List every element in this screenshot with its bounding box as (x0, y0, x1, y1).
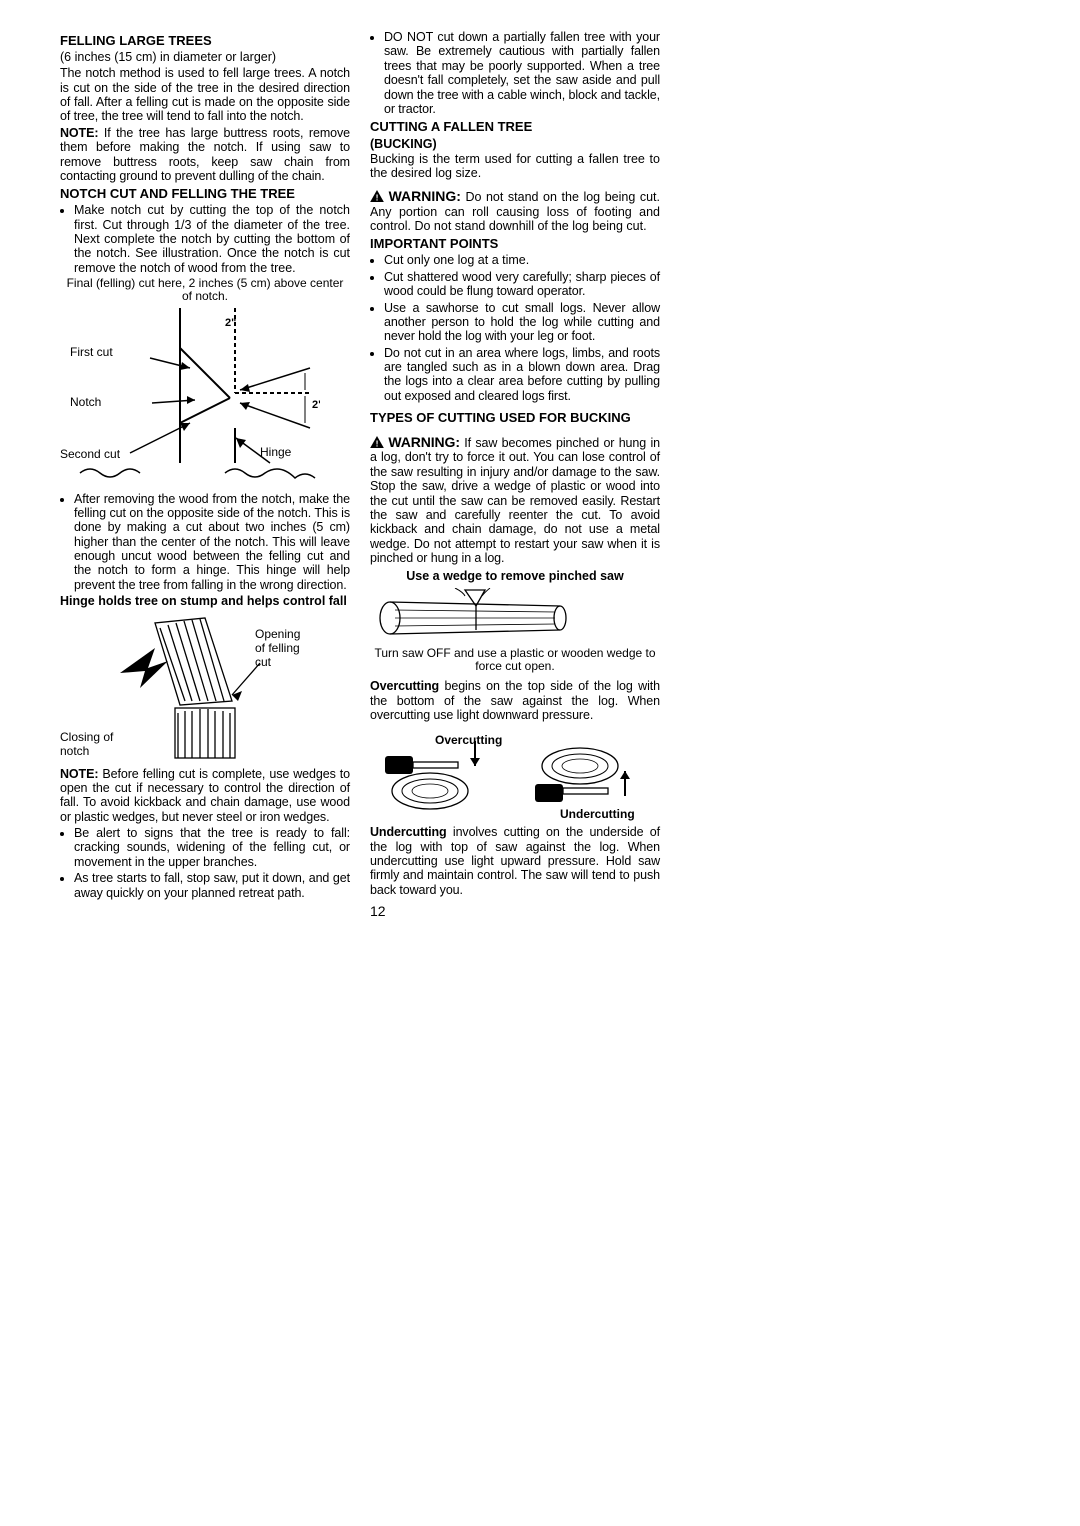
heading-types: TYPES OF CUTTING USED FOR BUCKING (370, 411, 660, 426)
warning-icon: ! (370, 436, 384, 448)
pt4: Do not cut in an area where logs, limbs,… (384, 346, 660, 404)
note-buttress: NOTE: If the tree has large buttress roo… (60, 126, 350, 184)
figure-hinge-diagram: Opening of felling cut Closing of notch (60, 613, 350, 763)
fig3-caption: Turn saw OFF and use a plastic or wooden… (370, 647, 660, 673)
note-wedge: NOTE: Before felling cut is complete, us… (60, 767, 350, 825)
heading-notch: NOTCH CUT AND FELLING THE TREE (60, 187, 350, 202)
svg-text:notch: notch (60, 744, 89, 758)
fig1-caption: Final (felling) cut here, 2 inches (5 cm… (60, 277, 350, 303)
undercutting-p: Undercutting involves cutting on the und… (370, 825, 660, 897)
note-body: If the tree has large buttress roots, re… (60, 126, 350, 183)
note2-body: Before felling cut is complete, use wedg… (60, 767, 350, 824)
fall-list: Be alert to signs that the tree is ready… (60, 826, 350, 900)
svg-text:Closing of: Closing of (60, 730, 114, 744)
svg-text:cut: cut (255, 655, 272, 669)
svg-text:of felling: of felling (255, 641, 300, 655)
heading-points: IMPORTANT POINTS (370, 237, 660, 252)
two-column-layout: FELLING LARGE TREES (6 inches (15 cm) in… (60, 30, 660, 919)
figure-over-under: Overcutting Undercutting (370, 726, 660, 821)
prev-li: DO NOT cut down a partially fallen tree … (384, 30, 660, 116)
felling-body: The notch method is used to fell large t… (60, 66, 350, 124)
fig1-hinge: Hinge (260, 445, 292, 459)
svg-text:Undercutting: Undercutting (560, 807, 635, 821)
page-number: 12 (370, 903, 660, 919)
heading-felling: FELLING LARGE TREES (60, 34, 350, 49)
points-list: Cut only one log at a time. Cut shattere… (370, 253, 660, 403)
left-column: FELLING LARGE TREES (6 inches (15 cm) in… (60, 30, 350, 919)
figure-wedge (370, 588, 660, 643)
heading-bucking-sub: (BUCKING) (370, 137, 660, 151)
over-lead: Overcutting (370, 679, 439, 693)
note-lead: NOTE: (60, 126, 98, 140)
pt2: Cut shattered wood very carefully; sharp… (384, 270, 660, 299)
heading-bucking: CUTTING A FALLEN TREE (370, 120, 660, 135)
warn2-body: If saw becomes pinched or hung in a log,… (370, 436, 660, 565)
svg-text:!: ! (376, 438, 379, 448)
fig3-title: Use a wedge to remove pinched saw (370, 569, 660, 583)
fig1-second: Second cut (60, 447, 121, 461)
under-lead: Undercutting (370, 825, 447, 839)
fig1-2b: 2" (312, 399, 320, 411)
svg-text:Overcutting: Overcutting (435, 733, 502, 747)
warning-2: ! WARNING: If saw becomes pinched or hun… (370, 434, 660, 565)
notch-li1: Make notch cut by cutting the top of the… (74, 203, 350, 275)
pt1: Cut only one log at a time. (384, 253, 660, 267)
warning-icon: ! (370, 190, 384, 202)
page: FELLING LARGE TREES (6 inches (15 cm) in… (0, 0, 1080, 1526)
fig1-notch: Notch (70, 395, 101, 409)
fig1-first: First cut (70, 345, 113, 359)
overcutting-p: Overcutting begins on the top side of th… (370, 679, 660, 722)
warning-1: ! WARNING: Do not stand on the log being… (370, 188, 660, 233)
fall-li2: As tree starts to fall, stop saw, put it… (74, 871, 350, 900)
fig2-title: Hinge holds tree on stump and helps cont… (60, 594, 350, 608)
felling-sub: (6 inches (15 cm) in diameter or larger) (60, 50, 350, 64)
right-column: DO NOT cut down a partially fallen tree … (370, 30, 660, 919)
note2-lead: NOTE: (60, 767, 98, 781)
fallen-tree-list: DO NOT cut down a partially fallen tree … (370, 30, 660, 116)
fall-li1: Be alert to signs that the tree is ready… (74, 826, 350, 869)
notch-list: Make notch cut by cutting the top of the… (60, 203, 350, 275)
svg-text:!: ! (376, 193, 379, 203)
warn2-lead: WARNING: (388, 434, 460, 450)
after-notch-li: After removing the wood from the notch, … (74, 492, 350, 593)
pt3: Use a sawhorse to cut small logs. Never … (384, 301, 660, 344)
svg-text:Opening: Opening (255, 627, 300, 641)
warn1-lead: WARNING: (389, 188, 461, 204)
figure-notch-diagram: 2" 2" First cut Notch Second cut Hinge (60, 308, 350, 488)
fig1-2a: 2" (225, 317, 236, 329)
bucking-body: Bucking is the term used for cutting a f… (370, 152, 660, 181)
after-notch-list: After removing the wood from the notch, … (60, 492, 350, 593)
